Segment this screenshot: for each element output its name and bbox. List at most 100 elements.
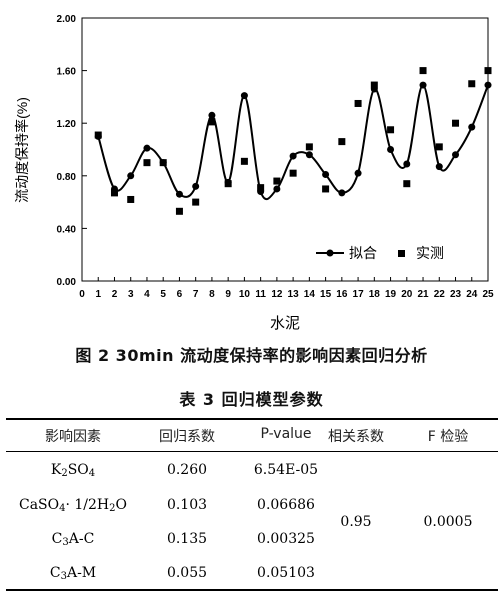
table-row-coef: 0.260 <box>166 462 208 478</box>
table-row-pvalue: 0.00325 <box>257 531 315 547</box>
measured-point <box>435 143 443 151</box>
table-row-pvalue: 0.05103 <box>257 565 315 581</box>
fit-point <box>273 185 281 193</box>
fit-point <box>419 81 427 89</box>
x-tick-label: 13 <box>288 289 300 300</box>
figure-caption: 图 2 30min 流动度保持率的影响因素回归分析 <box>75 346 428 365</box>
measured-point <box>208 118 216 126</box>
fit-point <box>387 146 395 153</box>
measured-point <box>484 67 492 75</box>
x-tick-label: 10 <box>239 289 251 300</box>
measured-point <box>338 138 346 146</box>
table-row-factor: CaSO4· 1/2H2O <box>18 497 127 514</box>
x-tick-label: 16 <box>336 289 348 300</box>
table-caption: 表 3 回归模型参数 <box>179 390 324 409</box>
fit-point <box>484 81 492 89</box>
x-tick-label: 5 <box>160 289 166 300</box>
measured-point <box>468 80 476 88</box>
table-top-rule <box>6 418 498 420</box>
measured-point <box>110 189 118 197</box>
measured-point <box>94 131 102 139</box>
table-row-factor: K2SO4 <box>50 462 96 479</box>
fit-point <box>354 169 362 177</box>
series-layer <box>94 67 492 215</box>
table-bottom-rule <box>6 589 498 591</box>
measured-point <box>175 207 183 215</box>
fit-point <box>435 163 443 171</box>
header-coef: 回归系数 <box>159 429 215 445</box>
table-row-coef: 0.103 <box>166 497 208 513</box>
y-tick-label: 0.00 <box>57 277 77 288</box>
x-tick-label: 19 <box>385 289 397 300</box>
x-tick-label: 21 <box>417 289 429 300</box>
y-tick-label: 0.40 <box>57 224 77 235</box>
x-tick-label: 22 <box>434 289 446 300</box>
f-test-value: 0.0005 <box>423 514 473 530</box>
legend: 拟合 实测 <box>316 245 444 261</box>
x-axis-ticks: 0 1 2 3 4 5 6 7 8 9 10 11 12 13 14 15 16 17 18 19 20 21 22 23 24… <box>79 277 494 300</box>
x-tick-label: 23 <box>450 289 462 300</box>
fit-point <box>305 151 313 159</box>
table-row-pvalue: 0.06686 <box>257 497 315 513</box>
fit-point <box>322 170 330 178</box>
legend-measured-label: 实测 <box>416 245 444 261</box>
measured-point <box>322 185 330 193</box>
x-axis-label: 水泥 <box>270 315 300 332</box>
measured-point <box>289 169 297 177</box>
fit-point <box>208 111 216 119</box>
measured-point <box>419 67 427 75</box>
legend-fit-marker <box>326 249 334 257</box>
measured-point <box>192 198 200 206</box>
fit-point <box>127 172 135 180</box>
table-header-rule <box>6 451 498 452</box>
y-axis-label: 流动度保持率(%) <box>14 97 30 203</box>
x-tick-label: 17 <box>353 289 365 300</box>
x-tick-label: 20 <box>401 289 413 300</box>
x-tick-label: 11 <box>255 289 266 300</box>
measured-point <box>403 180 411 188</box>
x-tick-label: 24 <box>466 289 478 300</box>
measured-point <box>273 177 281 185</box>
measured-point <box>224 180 232 188</box>
measured-point <box>370 81 378 89</box>
x-tick-label: 3 <box>128 289 134 300</box>
x-tick-label: 0 <box>79 289 85 300</box>
fit-point <box>240 92 248 100</box>
measured-point <box>452 119 460 127</box>
y-tick-label: 0.80 <box>57 172 77 183</box>
x-tick-label: 12 <box>271 289 283 300</box>
x-tick-label: 6 <box>177 289 183 300</box>
x-tick-label: 25 <box>482 289 494 300</box>
y-tick-label: 2.00 <box>57 14 77 25</box>
legend-fit-label: 拟合 <box>349 245 377 261</box>
table-row-coef: 0.055 <box>166 565 208 581</box>
correlation-value: 0.95 <box>340 514 372 530</box>
measured-point <box>257 184 265 192</box>
fit-point <box>452 151 460 159</box>
fit-point <box>468 123 476 131</box>
x-tick-label: 2 <box>112 289 118 300</box>
x-tick-label: 9 <box>225 289 231 300</box>
legend-measured-marker <box>398 250 405 257</box>
y-tick-label: 1.20 <box>57 119 77 130</box>
y-axis-ticks: 0.00 0.40 0.80 1.20 1.60 2.00 <box>57 14 87 288</box>
measured-point <box>354 99 362 107</box>
fit-point <box>143 144 151 152</box>
y-tick-label: 1.60 <box>57 67 77 78</box>
measured-point <box>240 157 248 165</box>
fit-point <box>175 190 183 198</box>
header-corr: 相关系数 <box>328 429 384 445</box>
measured-point <box>159 159 167 167</box>
table-row-factor: C3A-C <box>51 531 95 548</box>
measured-point <box>143 159 151 167</box>
fit-point <box>403 160 411 168</box>
x-tick-label: 8 <box>209 289 215 300</box>
header-ftest: F 检验 <box>427 429 469 445</box>
fit-point <box>192 182 200 190</box>
plot-frame <box>81 17 489 282</box>
fit-point <box>338 189 346 197</box>
table-row-coef: 0.135 <box>166 531 208 547</box>
header-factor: 影响因素 <box>45 429 101 445</box>
x-tick-label: 18 <box>369 289 381 300</box>
x-tick-label: 7 <box>193 289 199 300</box>
